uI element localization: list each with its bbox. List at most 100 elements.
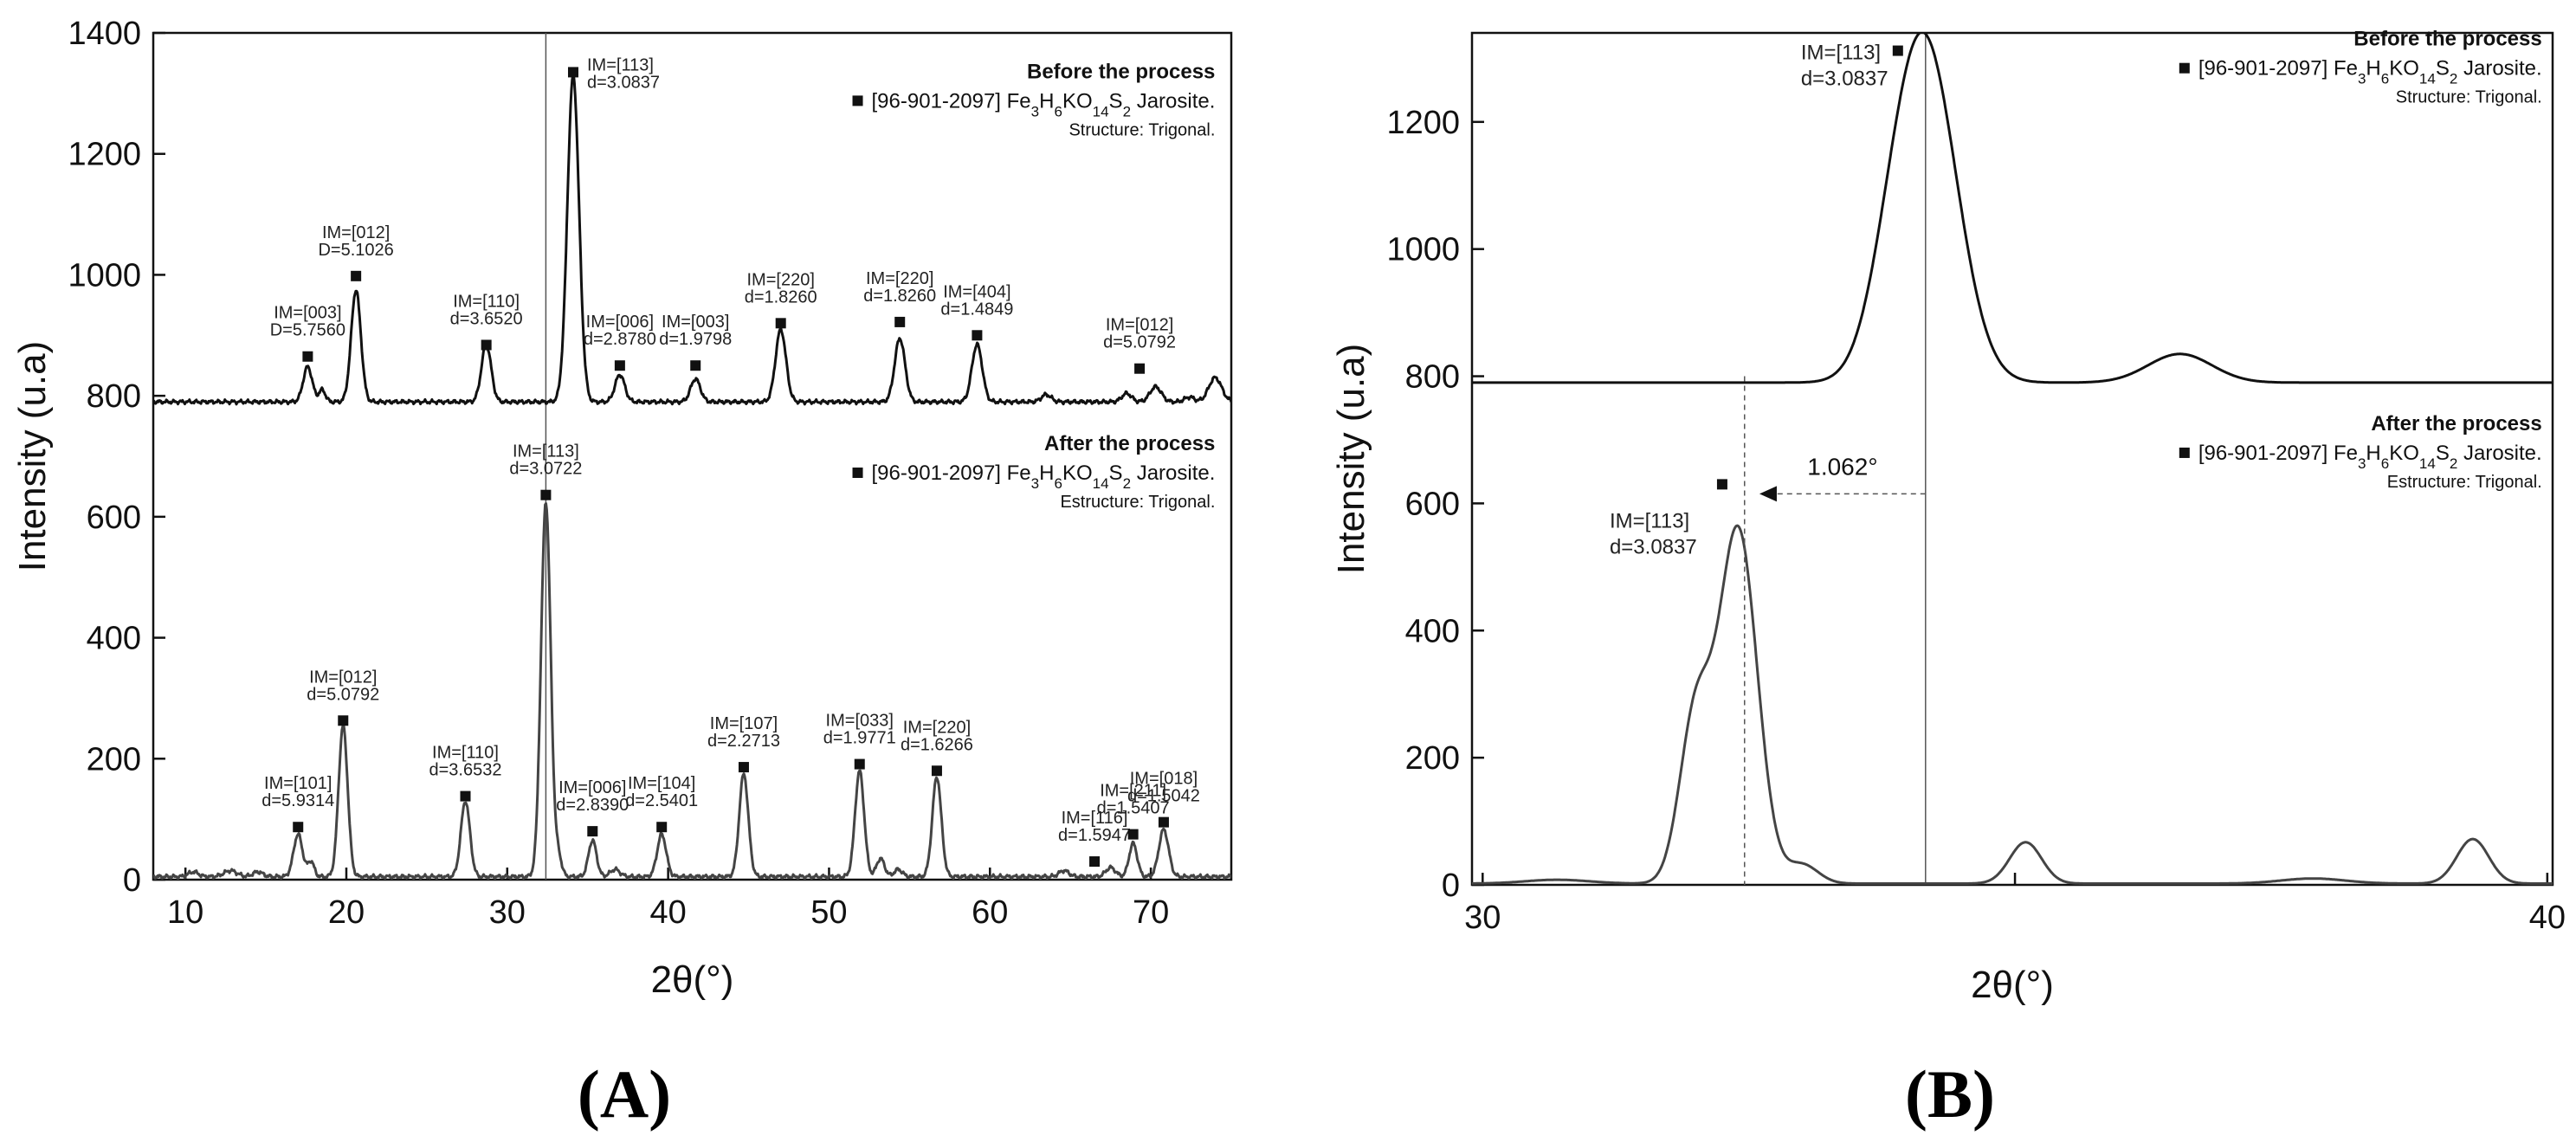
x-tick-label: 30 xyxy=(1464,900,1501,936)
peak-marker xyxy=(775,318,786,329)
peak-marker xyxy=(351,270,362,281)
peak-marker xyxy=(738,762,749,773)
peak-annotation: d=5.0792 xyxy=(1103,333,1176,352)
legend-marker xyxy=(2179,62,2190,74)
peak-annotation: IM=[113] xyxy=(513,442,579,461)
y-tick-label: 1200 xyxy=(1386,105,1460,141)
peak-annotation: d=1.9771 xyxy=(823,729,896,748)
series-line-0 xyxy=(1472,33,2553,384)
y-tick-label: 1200 xyxy=(68,137,141,173)
legend-entry: [96-901-2097] Fe3H6KO14S2 Jarosite. xyxy=(872,89,1216,119)
x-tick-label: 40 xyxy=(649,894,686,931)
peak-annotation: IM=[110] xyxy=(432,744,499,763)
peak-marker xyxy=(690,360,701,371)
y-tick-label: 600 xyxy=(87,500,141,536)
peak-annotation: IM=[003] xyxy=(274,304,341,323)
legend-formula: Fe3H6KO14S2 xyxy=(2334,57,2457,87)
peak-annotation: IM=[110] xyxy=(453,292,520,311)
y-tick-label: 1000 xyxy=(1386,232,1460,268)
x-tick-label: 10 xyxy=(167,894,203,931)
y-tick-label: 200 xyxy=(87,741,141,777)
legend-formula: Fe3H6KO14S2 xyxy=(2334,442,2457,472)
peak-annotation: d=1.6266 xyxy=(901,735,973,754)
legend-entry-suffix: Jarosite. xyxy=(2457,442,2541,465)
peak-marker xyxy=(540,489,552,500)
peak-annotation: IM=[220] xyxy=(903,718,971,737)
x-tick-label: 40 xyxy=(2529,900,2566,936)
legend-entry-prefix: [96-901-2097] xyxy=(2198,442,2334,465)
x-tick-label: 20 xyxy=(328,894,365,931)
peak-marker xyxy=(587,826,598,837)
peak-annotation: d=3.0837 xyxy=(587,73,660,92)
peak-annotation: d=5.0792 xyxy=(307,685,379,704)
peak-annotation: IM=[113] xyxy=(1801,42,1881,65)
peak-annotation: IM=[211] xyxy=(1100,782,1166,801)
legend-marker xyxy=(852,468,863,479)
peak-annotation: IM=[404] xyxy=(943,282,1010,301)
peak-annotation: IM=[006] xyxy=(558,778,626,797)
y-tick-label: 0 xyxy=(1442,868,1460,904)
y-tick-label: 800 xyxy=(87,378,141,415)
peak-marker xyxy=(854,758,865,770)
peak-annotation: IM=[101] xyxy=(264,774,332,793)
legend-marker xyxy=(852,95,863,106)
y-tick-label: 800 xyxy=(1405,359,1460,396)
peak-marker xyxy=(1127,829,1139,840)
y-tick-label: 400 xyxy=(87,621,141,657)
peak-annotation: IM=[104] xyxy=(628,774,695,793)
peak-marker xyxy=(1134,363,1146,374)
peak-annotation: IM=[018] xyxy=(1130,770,1198,789)
peak-annotation: d=1.5947 xyxy=(1058,826,1131,845)
panel-label-b: (B) xyxy=(1905,1056,1995,1132)
peak-annotation: d=3.0722 xyxy=(509,460,582,479)
legend-entry: [96-901-2097] Fe3H6KO14S2 Jarosite. xyxy=(2198,442,2542,472)
legend-heading: After the process xyxy=(2371,412,2541,436)
x-tick-label: 30 xyxy=(489,894,526,931)
legend-heading: Before the process xyxy=(1027,60,1215,83)
x-tick-label: 50 xyxy=(810,894,847,931)
legend-structure: Structure: Trigonal. xyxy=(1068,120,1215,139)
y-tick-label: 1000 xyxy=(68,257,141,294)
peak-annotation: IM=[116] xyxy=(1062,809,1128,828)
peak-annotation: d=1.5407 xyxy=(1097,799,1170,818)
peak-marker xyxy=(481,339,492,351)
shift-label: 1.062° xyxy=(1807,453,1877,480)
peak-marker xyxy=(302,351,313,362)
peak-annotation: d=2.8390 xyxy=(556,796,629,815)
legend-entry-prefix: [96-901-2097] xyxy=(2198,57,2334,81)
legend-structure: Structure: Trigonal. xyxy=(2396,88,2542,107)
y-tick-label: 1400 xyxy=(68,16,141,52)
peak-annotation: d=2.8780 xyxy=(584,330,656,349)
peak-marker xyxy=(1716,479,1727,490)
peak-marker xyxy=(460,790,471,802)
peak-annotation: IM=[012] xyxy=(309,668,377,687)
peak-marker xyxy=(1158,816,1169,828)
legend-heading: After the process xyxy=(1044,432,1215,455)
peak-marker xyxy=(894,316,906,327)
legend-entry: [96-901-2097] Fe3H6KO14S2 Jarosite. xyxy=(2198,57,2542,87)
peak-annotation: d=1.5042 xyxy=(1127,787,1200,806)
panel-b: 0 200 400 600 800 1000 1200 30 40 2θ(°) Intensity … xyxy=(1330,28,2566,1006)
peak-annotation: IM=[012] xyxy=(1106,316,1173,335)
peak-annotation: d=2.2713 xyxy=(707,732,780,751)
peak-annotation: d=5.9314 xyxy=(261,791,334,810)
peak-marker xyxy=(614,360,625,371)
y-tick-label: 600 xyxy=(1405,486,1460,522)
legend-entry-prefix: [96-901-2097] xyxy=(872,89,1007,113)
y-tick-label: 0 xyxy=(123,862,141,899)
series-line-1 xyxy=(153,502,1231,880)
legend-entry-prefix: [96-901-2097] xyxy=(872,461,1007,485)
series-line-1 xyxy=(1472,524,2553,885)
shift-arrow-head xyxy=(1759,486,1777,502)
x-tick-label: 70 xyxy=(1133,894,1169,931)
legend-marker xyxy=(2179,447,2190,458)
peak-marker xyxy=(972,330,983,341)
peak-annotation: IM=[012] xyxy=(322,223,390,242)
peak-marker xyxy=(338,715,349,726)
peak-annotation: d=1.9798 xyxy=(659,330,732,349)
legend-structure: Estructure: Trigonal. xyxy=(1060,493,1215,512)
peak-marker xyxy=(931,765,942,777)
peak-annotation: d=3.0837 xyxy=(1801,68,1888,91)
plot-frame xyxy=(152,31,1233,881)
